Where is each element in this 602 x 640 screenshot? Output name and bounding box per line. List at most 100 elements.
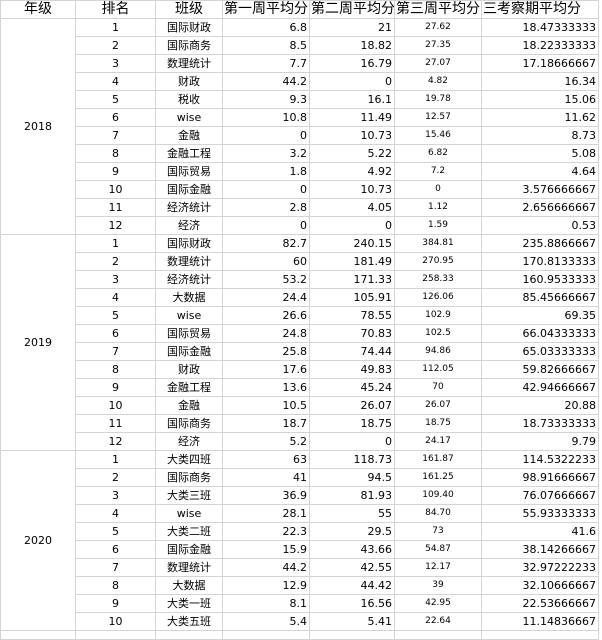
week3-cell: 102.9 bbox=[394, 306, 482, 325]
data-row: 8 金融工程 3.2 5.22 6.82 5.08 bbox=[1, 144, 599, 163]
week3-cell: 109.40 bbox=[394, 486, 482, 505]
class-cell: 大数据 bbox=[155, 576, 223, 595]
week3-cell: 270.95 bbox=[394, 252, 482, 271]
data-row: 10 金融 10.5 26.07 26.07 20.88 bbox=[1, 396, 599, 415]
class-cell: 大类四班 bbox=[155, 450, 223, 469]
week1-cell: 9.3 bbox=[222, 90, 310, 109]
week2-cell: 18.82 bbox=[309, 36, 395, 55]
average-cell: 32.97222233 bbox=[481, 558, 599, 577]
data-row: 2018 1 国际财政 6.8 21 27.62 18.47333333 bbox=[0, 18, 599, 235]
week3-cell: 1.12 bbox=[394, 198, 482, 217]
week2-cell: 74.44 bbox=[309, 342, 395, 361]
data-row: 9 大类一班 8.1 16.56 42.95 22.53666667 bbox=[1, 594, 599, 613]
header-cell: 三考察期平均分 bbox=[481, 0, 599, 19]
average-cell: 20.88 bbox=[481, 396, 599, 415]
data-row: 11 经济统计 2.8 4.05 1.12 2.656666667 bbox=[1, 198, 599, 217]
week1-cell: 41 bbox=[222, 468, 310, 487]
class-cell: wise bbox=[155, 504, 223, 523]
week1-cell: 5.4 bbox=[222, 612, 310, 631]
grade-cell: 2020 bbox=[0, 450, 76, 631]
average-cell: 32.10666667 bbox=[481, 576, 599, 595]
week3-cell: 4.82 bbox=[394, 72, 482, 91]
class-cell: 国际商务 bbox=[155, 36, 223, 55]
week1-cell: 63 bbox=[222, 450, 310, 469]
average-cell: 5.08 bbox=[481, 144, 599, 163]
week1-cell: 2.8 bbox=[222, 198, 310, 217]
average-cell: 4.64 bbox=[481, 162, 599, 181]
week2-cell: 45.24 bbox=[309, 378, 395, 397]
rank-cell: 3 bbox=[75, 54, 156, 73]
empty-cell bbox=[222, 630, 310, 640]
rank-cell: 8 bbox=[75, 144, 156, 163]
week3-cell: 70 bbox=[394, 378, 482, 397]
week1-cell: 60 bbox=[222, 252, 310, 271]
class-cell: 国际金融 bbox=[155, 180, 223, 199]
week3-cell: 7.2 bbox=[394, 162, 482, 181]
data-row: 4 wise 28.1 55 84.70 55.93333333 bbox=[1, 504, 599, 523]
week2-cell: 43.66 bbox=[309, 540, 395, 559]
empty-cell bbox=[155, 630, 223, 640]
rank-cell: 5 bbox=[75, 90, 156, 109]
average-cell: 235.8866667 bbox=[481, 234, 599, 253]
week2-cell: 16.79 bbox=[309, 54, 395, 73]
week3-cell: 27.35 bbox=[394, 36, 482, 55]
rank-cell: 12 bbox=[75, 432, 156, 451]
week2-cell: 10.73 bbox=[309, 126, 395, 145]
rank-cell: 5 bbox=[75, 522, 156, 541]
week3-cell: 161.87 bbox=[394, 450, 482, 469]
data-row: 7 金融 0 10.73 15.46 8.73 bbox=[1, 126, 599, 145]
week1-cell: 44.2 bbox=[222, 72, 310, 91]
week3-cell: 18.75 bbox=[394, 414, 482, 433]
week1-cell: 3.2 bbox=[222, 144, 310, 163]
week1-cell: 53.2 bbox=[222, 270, 310, 289]
rank-cell: 8 bbox=[75, 576, 156, 595]
data-row: 8 财政 17.6 49.83 112.05 59.82666667 bbox=[1, 360, 599, 379]
average-cell: 11.62 bbox=[481, 108, 599, 127]
data-row: 7 国际金融 25.8 74.44 94.86 65.03333333 bbox=[1, 342, 599, 361]
week3-cell: 12.17 bbox=[394, 558, 482, 577]
average-cell: 160.9533333 bbox=[481, 270, 599, 289]
week3-cell: 24.17 bbox=[394, 432, 482, 451]
class-cell: 经济统计 bbox=[155, 198, 223, 217]
week2-cell: 5.22 bbox=[309, 144, 395, 163]
week1-cell: 8.1 bbox=[222, 594, 310, 613]
week1-cell: 15.9 bbox=[222, 540, 310, 559]
week2-cell: 70.83 bbox=[309, 324, 395, 343]
class-cell: 经济 bbox=[155, 216, 223, 235]
average-cell: 8.73 bbox=[481, 126, 599, 145]
week1-cell: 0 bbox=[222, 216, 310, 235]
week2-cell: 16.1 bbox=[309, 90, 395, 109]
class-cell: 金融工程 bbox=[155, 144, 223, 163]
class-cell: 国际商务 bbox=[155, 414, 223, 433]
rank-cell: 1 bbox=[75, 234, 156, 253]
class-cell: 经济统计 bbox=[155, 270, 223, 289]
class-cell: 国际财政 bbox=[155, 234, 223, 253]
week1-cell: 10.8 bbox=[222, 108, 310, 127]
class-cell: 国际商务 bbox=[155, 468, 223, 487]
average-cell: 114.5322233 bbox=[481, 450, 599, 469]
week3-cell: 84.70 bbox=[394, 504, 482, 523]
week3-cell: 161.25 bbox=[394, 468, 482, 487]
class-cell: 数理统计 bbox=[155, 252, 223, 271]
data-row: 10 国际金融 0 10.73 0 3.576666667 bbox=[1, 180, 599, 199]
rank-cell: 6 bbox=[75, 108, 156, 127]
empty-cell bbox=[394, 630, 482, 640]
week2-cell: 21 bbox=[309, 18, 395, 37]
class-cell: 财政 bbox=[155, 360, 223, 379]
week1-cell: 1.8 bbox=[222, 162, 310, 181]
average-cell: 0.53 bbox=[481, 216, 599, 235]
week3-cell: 54.87 bbox=[394, 540, 482, 559]
class-cell: 金融 bbox=[155, 396, 223, 415]
header-cell: 第二周平均分 bbox=[309, 0, 395, 19]
empty-row bbox=[0, 630, 599, 640]
week2-cell: 16.56 bbox=[309, 594, 395, 613]
week2-cell: 18.75 bbox=[309, 414, 395, 433]
data-row: 9 国际贸易 1.8 4.92 7.2 4.64 bbox=[1, 162, 599, 181]
rank-cell: 9 bbox=[75, 594, 156, 613]
rank-cell: 9 bbox=[75, 162, 156, 181]
week2-cell: 0 bbox=[309, 72, 395, 91]
class-cell: 大数据 bbox=[155, 288, 223, 307]
week3-cell: 384.81 bbox=[394, 234, 482, 253]
week1-cell: 5.2 bbox=[222, 432, 310, 451]
